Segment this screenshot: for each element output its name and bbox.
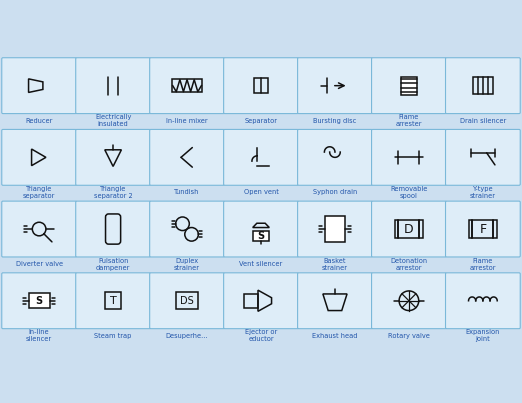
Bar: [493, 220, 497, 238]
Text: In-line
silencer: In-line silencer: [26, 329, 52, 342]
Bar: [325, 216, 345, 242]
Bar: [172, 79, 202, 92]
FancyBboxPatch shape: [76, 58, 150, 114]
Bar: [244, 294, 258, 307]
Bar: [469, 220, 472, 238]
Text: Steam trap: Steam trap: [94, 333, 132, 339]
FancyBboxPatch shape: [223, 201, 299, 257]
Text: Removable
spool: Removable spool: [390, 186, 428, 199]
Text: Separator: Separator: [244, 118, 278, 124]
Text: Expansion
joint: Expansion joint: [466, 329, 500, 342]
FancyBboxPatch shape: [223, 58, 299, 114]
Text: D: D: [404, 222, 414, 235]
Text: Vent silencer: Vent silencer: [240, 261, 282, 267]
Text: In-line mixer: In-line mixer: [166, 118, 208, 124]
Text: Exhaust head: Exhaust head: [312, 333, 358, 339]
FancyBboxPatch shape: [150, 58, 224, 114]
Bar: [254, 78, 268, 93]
FancyBboxPatch shape: [223, 129, 299, 185]
Text: Bursting disc: Bursting disc: [313, 118, 357, 124]
Bar: [29, 293, 50, 308]
FancyBboxPatch shape: [223, 273, 299, 329]
Text: Pulsation
dampener: Pulsation dampener: [96, 258, 130, 271]
FancyBboxPatch shape: [298, 201, 372, 257]
FancyBboxPatch shape: [2, 58, 77, 114]
Bar: [420, 220, 423, 238]
Bar: [176, 293, 198, 309]
FancyBboxPatch shape: [372, 58, 446, 114]
FancyBboxPatch shape: [76, 201, 150, 257]
Text: Desuperhe...: Desuperhe...: [166, 333, 208, 339]
Bar: [253, 231, 269, 241]
FancyBboxPatch shape: [445, 201, 520, 257]
FancyBboxPatch shape: [150, 129, 224, 185]
Text: Triangle
separator: Triangle separator: [23, 186, 55, 199]
Text: Reducer: Reducer: [26, 118, 53, 124]
Text: Triangle
separator 2: Triangle separator 2: [94, 186, 133, 199]
Text: Duplex
strainer: Duplex strainer: [174, 258, 200, 271]
FancyBboxPatch shape: [372, 201, 446, 257]
Text: S: S: [257, 231, 265, 241]
Text: Basket
strainer: Basket strainer: [322, 258, 348, 271]
FancyBboxPatch shape: [76, 129, 150, 185]
FancyBboxPatch shape: [298, 129, 372, 185]
Bar: [473, 77, 493, 94]
FancyBboxPatch shape: [2, 201, 77, 257]
Text: Electrically
insulated: Electrically insulated: [95, 114, 131, 127]
Text: F: F: [479, 222, 487, 235]
Text: T: T: [110, 296, 116, 306]
Bar: [400, 77, 417, 95]
Text: Diverter valve: Diverter valve: [16, 261, 63, 267]
Text: Drain silencer: Drain silencer: [460, 118, 506, 124]
FancyBboxPatch shape: [372, 273, 446, 329]
Text: Detonation
arrestor: Detonation arrestor: [390, 258, 428, 271]
FancyBboxPatch shape: [445, 58, 520, 114]
FancyBboxPatch shape: [150, 201, 224, 257]
FancyBboxPatch shape: [445, 129, 520, 185]
FancyBboxPatch shape: [298, 273, 372, 329]
Text: S: S: [35, 296, 43, 306]
Bar: [398, 220, 420, 238]
Text: DS: DS: [180, 296, 194, 306]
Text: Tundish: Tundish: [174, 189, 200, 195]
FancyBboxPatch shape: [2, 129, 77, 185]
Text: Flame
arrester: Flame arrester: [396, 114, 422, 127]
FancyBboxPatch shape: [298, 58, 372, 114]
FancyBboxPatch shape: [445, 273, 520, 329]
Text: Y-type
strainer: Y-type strainer: [470, 186, 496, 199]
FancyBboxPatch shape: [2, 273, 77, 329]
FancyBboxPatch shape: [76, 273, 150, 329]
Text: Syphon drain: Syphon drain: [313, 189, 357, 195]
FancyBboxPatch shape: [372, 129, 446, 185]
Text: Open vent: Open vent: [244, 189, 278, 195]
Bar: [105, 293, 122, 309]
Text: Flame
arrestor: Flame arrestor: [470, 258, 496, 271]
FancyBboxPatch shape: [150, 273, 224, 329]
Bar: [472, 220, 493, 238]
Bar: [395, 220, 398, 238]
Text: Ejector or
eductor: Ejector or eductor: [245, 329, 277, 342]
Text: Rotary valve: Rotary valve: [388, 333, 430, 339]
